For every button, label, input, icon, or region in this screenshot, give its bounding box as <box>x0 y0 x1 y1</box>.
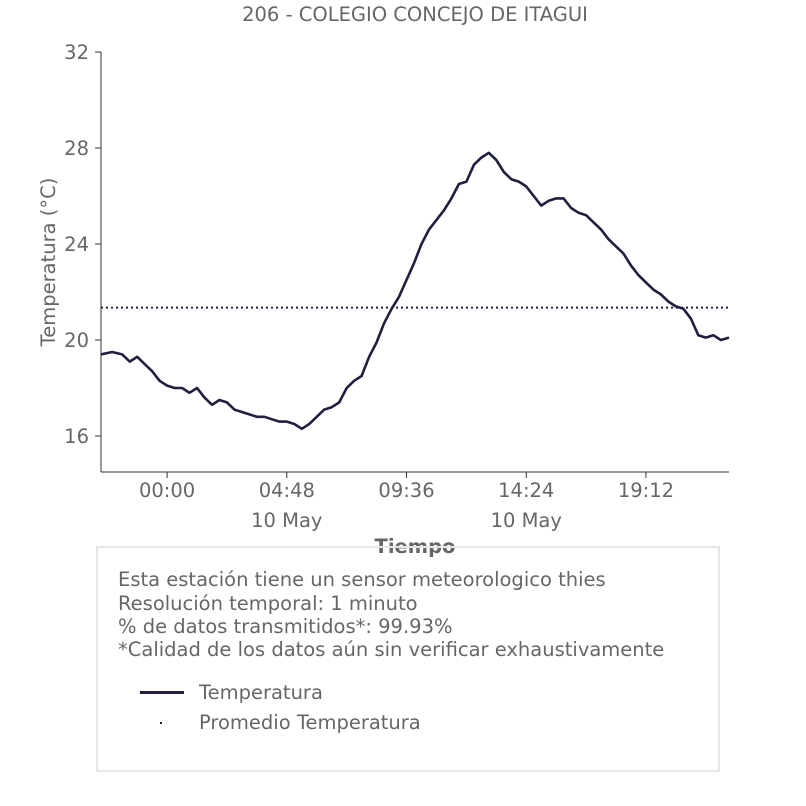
x-tick-sublabel: 10 May <box>491 509 562 532</box>
legend-swatch-temperatura <box>140 691 184 694</box>
info-legend-box: Esta estación tiene un sensor meteorolog… <box>96 546 720 772</box>
info-line-transmitted: % de datos transmitidos*: 99.93% <box>118 615 453 638</box>
x-tick-label: 14:24 <box>498 479 554 502</box>
y-axis-label: Temperatura (°C) <box>37 178 60 348</box>
x-tick-sublabel: 10 May <box>251 509 322 532</box>
y-tick-label: 32 <box>64 41 89 64</box>
x-tick-label: 19:12 <box>618 479 674 502</box>
series-layer <box>100 151 730 431</box>
x-tick-label: 04:48 <box>259 479 315 502</box>
axes: 16 20 24 28 32 00:00 04:48 10 May 09:36 14:24 10 M… <box>64 41 729 532</box>
info-line-sensor: Esta estación tiene un sensor meteorolog… <box>118 568 606 591</box>
x-tick-label: 00:00 <box>139 479 195 502</box>
legend-label-promedio: Promedio Temperatura <box>199 711 421 734</box>
y-tick-label: 24 <box>64 233 89 256</box>
y-tick-label: 20 <box>64 329 89 352</box>
info-line-resolution: Resolución temporal: 1 minuto <box>118 592 418 615</box>
info-line-quality: *Calidad de los datos aún sin verificar … <box>118 638 665 661</box>
series-line-temperatura <box>100 151 730 431</box>
y-tick-label: 16 <box>64 425 89 448</box>
chart-title: 206 - COLEGIO CONCEJO DE ITAGUI <box>242 3 588 26</box>
legend-swatch-promedio <box>160 722 162 724</box>
legend-label-temperatura: Temperatura <box>199 681 323 704</box>
x-tick-label: 09:36 <box>378 479 434 502</box>
y-tick-label: 28 <box>64 137 89 160</box>
